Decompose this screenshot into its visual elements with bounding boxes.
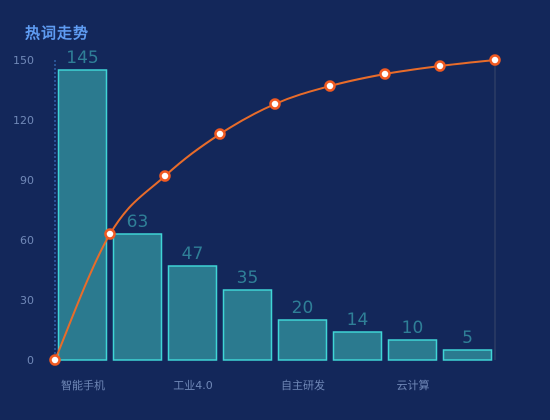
bar [277,319,328,361]
y-tick-label: 150 [13,54,34,67]
y-tick-label: 30 [20,294,34,307]
bar [57,69,108,361]
line-point [49,354,61,366]
line-point [104,228,116,240]
line-point [379,68,391,80]
bar [167,265,218,361]
x-tick-label: 云计算 [397,378,430,392]
bar [332,331,383,361]
bar-value-label: 35 [237,268,259,288]
bar-value-label: 14 [347,310,369,330]
x-tick-label: 智能手机 [61,378,105,392]
bar-value-label: 47 [182,244,204,264]
bar-value-label: 5 [462,328,473,348]
line-point [269,98,281,110]
bar [442,349,493,361]
y-tick-label: 60 [20,234,34,247]
line-point [214,128,226,140]
line-point [489,54,501,66]
bar [222,289,273,361]
line-point [159,170,171,182]
bar [112,233,163,361]
bar [387,339,438,361]
bar-value-label: 20 [292,298,314,318]
bar-value-label: 63 [127,212,149,232]
x-tick-label: 自主研发 [281,378,325,392]
chart-title: 热词走势 [25,24,90,42]
y-tick-label: 90 [20,174,34,187]
y-tick-label: 120 [13,114,34,127]
x-tick-label: 工业4.0 [173,379,213,392]
line-point [434,60,446,72]
bar-value-label: 10 [402,318,424,338]
line-point [324,80,336,92]
y-tick-label: 0 [27,354,34,367]
bar-value-label: 145 [66,48,98,68]
